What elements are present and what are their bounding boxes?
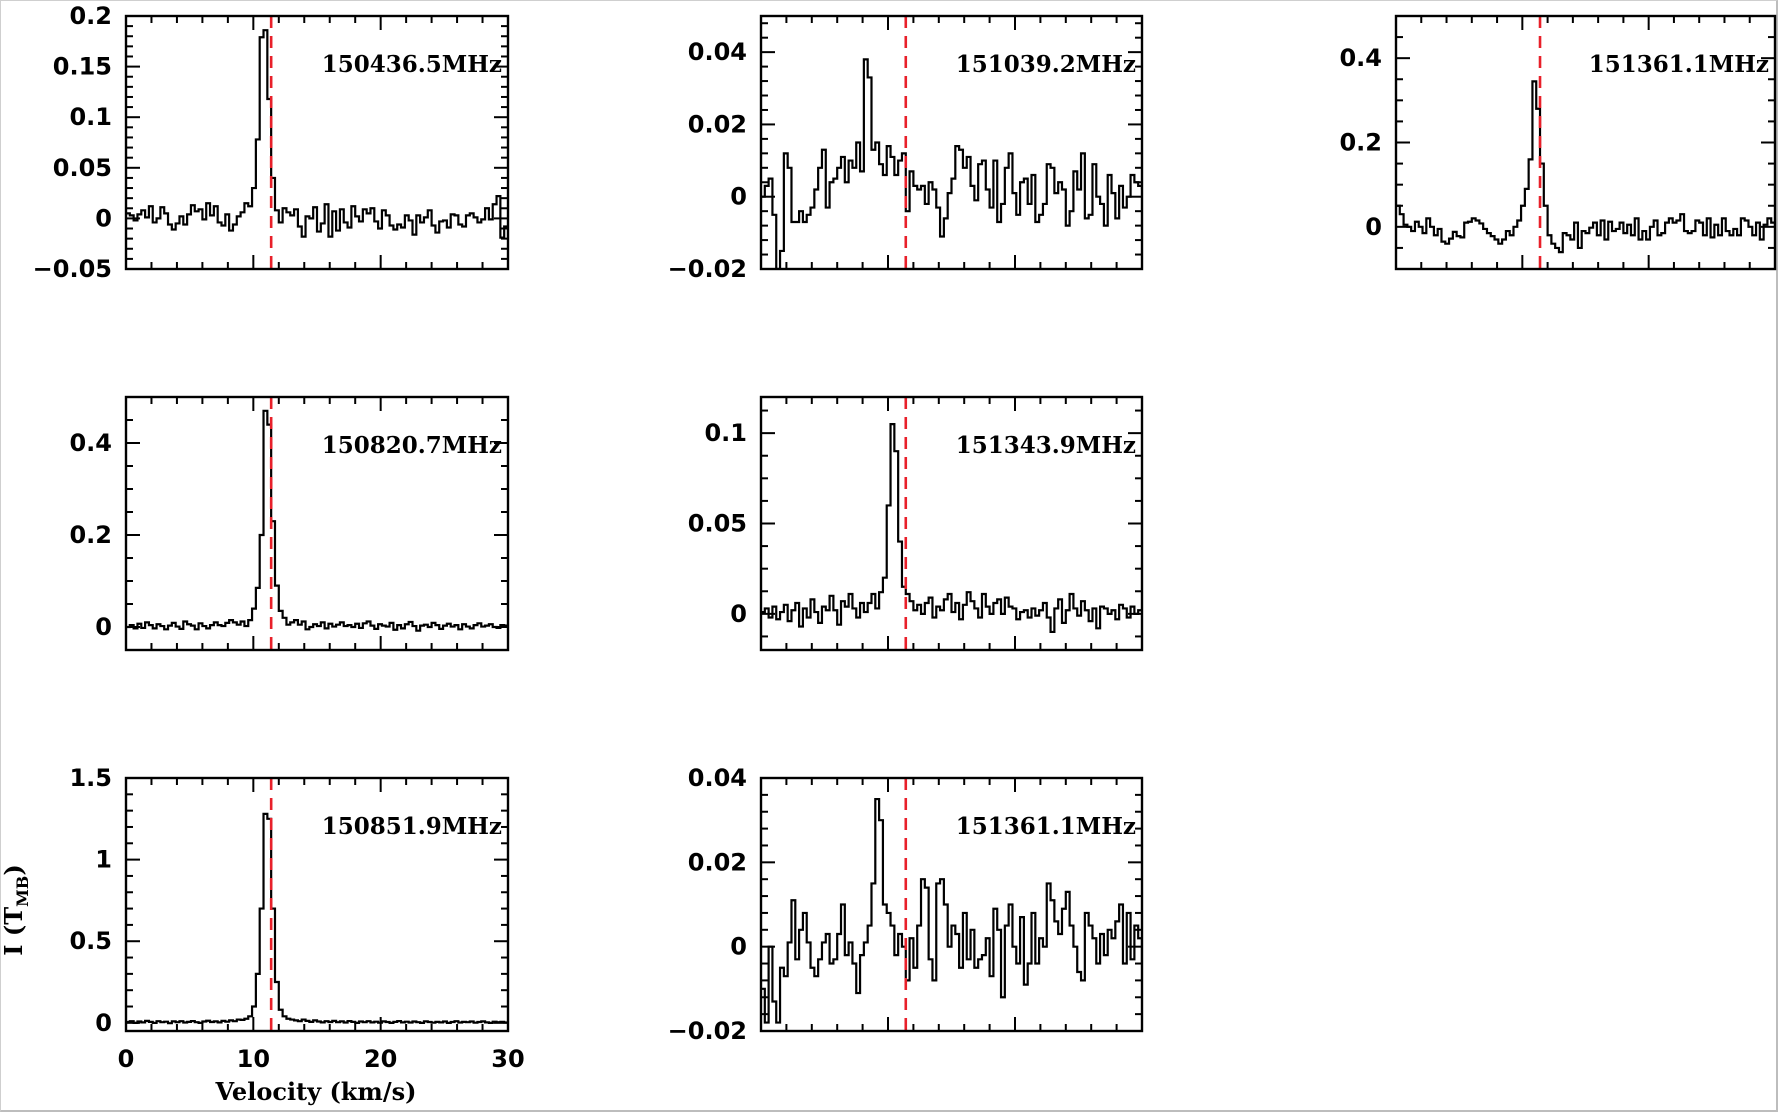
spectrum-panel-7: 0 0.5 1 1.5 0 10 20 30 150851.9MHz bbox=[69, 764, 524, 1073]
y-tick-label: 1.5 bbox=[69, 764, 112, 792]
y-tick-label: 0 bbox=[95, 1009, 112, 1037]
spectrum-trace bbox=[761, 423, 1142, 634]
spectrum-trace bbox=[1396, 80, 1775, 254]
spectrum-panel-4: 0 0.2 0.4 150820.7MHz bbox=[69, 395, 510, 652]
y-tick-label: 0 bbox=[95, 613, 112, 641]
frequency-label: 151361.1MHz bbox=[956, 813, 1136, 840]
spectrum-trace bbox=[126, 29, 508, 239]
frequency-label: 151361.1MHz bbox=[1589, 51, 1769, 78]
y-tick-label: −0.05 bbox=[33, 255, 112, 283]
y-tick-label: 0.1 bbox=[69, 103, 112, 131]
y-tick-label: 0.04 bbox=[688, 38, 747, 66]
y-tick-label: −0.02 bbox=[668, 255, 747, 283]
y-tick-label: −0.02 bbox=[668, 1017, 747, 1045]
panel-frame bbox=[759, 14, 1144, 271]
y-tick-label: 0.02 bbox=[688, 110, 747, 138]
y-tick-label: 0 bbox=[1365, 213, 1382, 241]
y-tick-label: 0.05 bbox=[688, 510, 747, 538]
x-tick-label: 30 bbox=[491, 1045, 524, 1073]
y-axis-title-close: ) bbox=[0, 864, 28, 875]
panel-frame bbox=[124, 395, 510, 652]
spectrum-panel-1: −0.05 0 0.05 0.1 0.15 0.2 150436.5MHz bbox=[33, 2, 510, 283]
y-tick-label: 0.2 bbox=[1339, 129, 1382, 157]
spectrum-panel-2: −0.02 0 0.02 0.04 151039.2MHz bbox=[668, 14, 1144, 283]
y-tick-label: 0.4 bbox=[69, 429, 112, 457]
y-tick-label: 0.1 bbox=[704, 419, 747, 447]
spectrum-trace bbox=[126, 409, 508, 632]
spectrum-trace bbox=[126, 812, 508, 1025]
y-axis-title-main: I (T bbox=[0, 907, 28, 956]
spectrum-panel-3: 0 0.2 0.4 151361.1MHz bbox=[1339, 14, 1777, 271]
spectrum-panel-5: 0 0.05 0.1 151343.9MHz bbox=[688, 395, 1144, 652]
frequency-label: 150436.5MHz bbox=[322, 51, 502, 78]
spectrum-trace bbox=[761, 58, 1142, 269]
y-tick-label: 0 bbox=[730, 183, 747, 211]
y-tick-label: 0.02 bbox=[688, 848, 747, 876]
y-tick-label: 0.2 bbox=[69, 2, 112, 30]
y-tick-label: 0.5 bbox=[69, 927, 112, 955]
y-axis-title: I (TMB) bbox=[0, 864, 32, 955]
frequency-label: 150851.9MHz bbox=[322, 813, 502, 840]
panel-frame bbox=[124, 14, 510, 271]
y-tick-label: 0 bbox=[730, 600, 747, 628]
x-tick-label: 10 bbox=[237, 1045, 270, 1073]
y-tick-label: 0.2 bbox=[69, 521, 112, 549]
y-tick-label: 0.15 bbox=[53, 53, 112, 81]
y-tick-label: 0.4 bbox=[1339, 44, 1382, 72]
y-tick-label: 1 bbox=[95, 846, 112, 874]
panel-frame bbox=[124, 776, 510, 1033]
frequency-label: 151343.9MHz bbox=[956, 432, 1136, 459]
panel-frame bbox=[759, 776, 1144, 1033]
svg-text:I (TMB): I (TMB) bbox=[0, 864, 32, 955]
x-tick-label: 20 bbox=[364, 1045, 397, 1073]
y-tick-label: 0 bbox=[95, 204, 112, 232]
frequency-label: 150820.7MHz bbox=[322, 432, 502, 459]
y-tick-label: 0.04 bbox=[688, 764, 747, 792]
spectrum-trace bbox=[761, 797, 1142, 1024]
x-axis-title: Velocity (km/s) bbox=[215, 1077, 417, 1106]
y-tick-label: 0 bbox=[730, 933, 747, 961]
x-tick-label: 0 bbox=[118, 1045, 135, 1073]
spectrum-panel-6: −0.02 0 0.02 0.04 151361.1MHz bbox=[668, 764, 1144, 1045]
y-axis-title-subscript: MB bbox=[13, 876, 32, 907]
frequency-label: 151039.2MHz bbox=[956, 51, 1136, 78]
y-tick-label: 0.05 bbox=[53, 154, 112, 182]
